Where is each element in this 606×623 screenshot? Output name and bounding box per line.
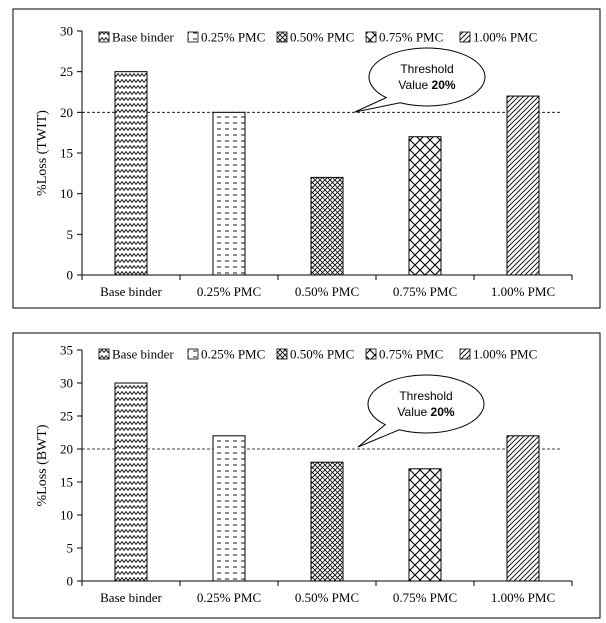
legend-label: 0.50% PMC xyxy=(290,347,354,362)
x-tick-label: 0.25% PMC xyxy=(197,284,261,299)
bar xyxy=(408,468,442,582)
x-tick-label: Base binder xyxy=(100,590,162,605)
legend-swatch xyxy=(365,31,377,43)
bar xyxy=(310,461,344,582)
legend-swatch xyxy=(98,348,110,360)
chart-frame xyxy=(12,332,601,619)
legend-swatch xyxy=(276,31,288,43)
y-tick-label: 25 xyxy=(60,64,73,79)
x-tick-label: 0.75% PMC xyxy=(393,284,457,299)
y-tick-label: 10 xyxy=(60,508,73,523)
legend-label: 1.00% PMC xyxy=(473,347,537,362)
x-tick-label: 1.00% PMC xyxy=(491,284,555,299)
callout-line-1: Threshold xyxy=(399,389,452,403)
x-tick-label: 1.00% PMC xyxy=(491,590,555,605)
legend-swatch xyxy=(459,31,471,43)
chart-panel-2: 0 5 10 15 20 25 30 35 %Loss (BWT) Base binder 0.25… xyxy=(12,332,601,619)
legend-label: 0.50% PMC xyxy=(290,30,354,45)
callout-line-2: Value 20% xyxy=(397,405,454,419)
y-tick-label: 15 xyxy=(60,475,73,490)
legend-swatch xyxy=(187,31,199,43)
legend-swatch xyxy=(276,348,288,360)
x-tick-label: 0.25% PMC xyxy=(197,590,261,605)
y-tick-label: 0 xyxy=(67,268,74,283)
y-tick-label: 10 xyxy=(60,186,73,201)
bar xyxy=(212,111,246,276)
legend-label: 0.25% PMC xyxy=(201,347,265,362)
legend-label: 0.25% PMC xyxy=(201,30,265,45)
chart-panel-1: 0 5 10 15 20 25 30 %Loss (TWIT) Base binder 0.25%… xyxy=(12,8,601,309)
y-axis-label: %Loss (TWIT) xyxy=(35,110,50,196)
callout-bubble xyxy=(357,374,485,448)
y-tick-label: 35 xyxy=(60,343,73,358)
y-tick-label: 25 xyxy=(60,409,73,424)
legend-swatch xyxy=(365,348,377,360)
bar xyxy=(212,435,246,582)
legend-label: 0.75% PMC xyxy=(379,30,443,45)
x-tick-label: 0.50% PMC xyxy=(295,284,359,299)
bar xyxy=(114,71,148,276)
legend-label: 1.00% PMC xyxy=(473,30,537,45)
bar xyxy=(506,435,540,582)
x-tick-label: 0.75% PMC xyxy=(393,590,457,605)
y-axis-label: %Loss (BWT) xyxy=(35,424,50,506)
legend-label: Base binder xyxy=(112,30,174,45)
y-tick-label: 30 xyxy=(60,24,73,39)
y-tick-label: 5 xyxy=(67,227,74,242)
bar xyxy=(506,95,540,276)
y-tick-label: 5 xyxy=(67,541,74,556)
bar xyxy=(310,176,344,276)
y-tick-label: 20 xyxy=(60,105,73,120)
legend-label: Base binder xyxy=(112,347,174,362)
callout-bubble xyxy=(354,47,486,113)
y-tick-label: 15 xyxy=(60,146,73,161)
legend-swatch xyxy=(187,348,199,360)
bar xyxy=(114,382,148,582)
y-tick-label: 20 xyxy=(60,442,73,457)
x-tick-label: 0.50% PMC xyxy=(295,590,359,605)
legend-swatch xyxy=(459,348,471,360)
legend-swatch xyxy=(98,31,110,43)
bar xyxy=(408,136,442,276)
y-tick-label: 30 xyxy=(60,376,73,391)
callout-line-1: Threshold xyxy=(400,62,453,76)
chart-frame xyxy=(12,8,601,309)
callout-line-2: Value 20% xyxy=(398,78,455,92)
y-tick-label: 0 xyxy=(67,574,74,589)
x-tick-label: Base binder xyxy=(100,284,162,299)
legend-label: 0.75% PMC xyxy=(379,347,443,362)
